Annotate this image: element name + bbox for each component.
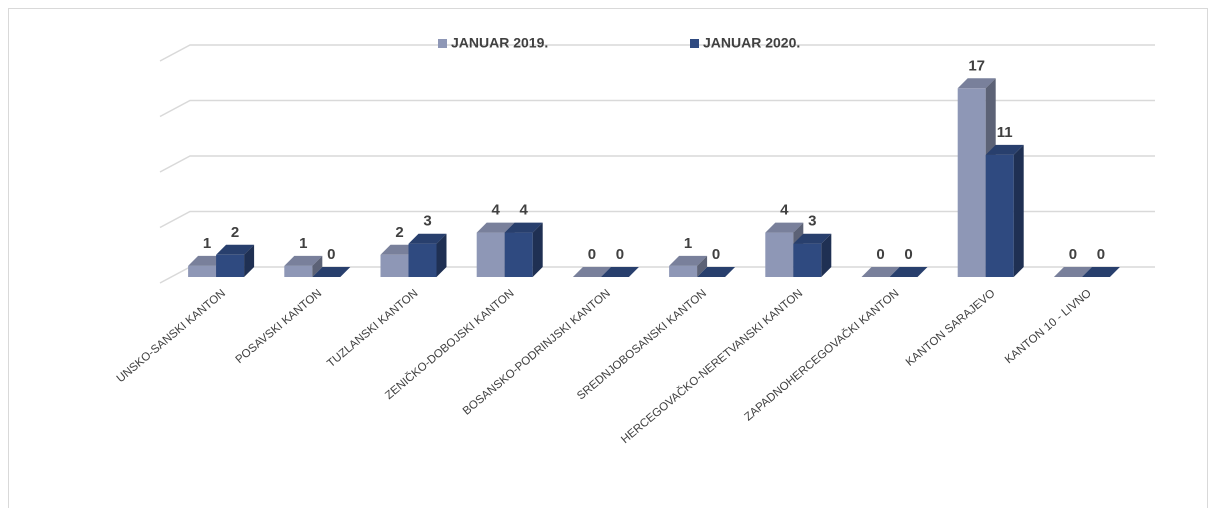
value-label: 2: [231, 224, 239, 241]
bar-top: [765, 222, 804, 233]
value-label: 0: [712, 246, 720, 263]
bar-top: [504, 222, 543, 233]
bar-top: [572, 267, 611, 277]
bar-side: [244, 244, 255, 277]
value-label: 0: [904, 246, 912, 263]
grid-line: [159, 44, 1155, 62]
bar-top: [669, 255, 708, 266]
value-label: 1: [203, 235, 211, 252]
bar-top: [985, 144, 1024, 155]
bar-top: [1081, 267, 1120, 277]
bar-top: [957, 78, 996, 89]
bar: [476, 232, 505, 277]
bar-top: [476, 222, 515, 233]
bar-top: [312, 267, 351, 277]
bar-side: [312, 255, 323, 277]
value-label: 0: [588, 246, 596, 263]
legend-label: JANUAR 2020.: [703, 35, 800, 51]
value-label: 1: [299, 235, 307, 252]
bar-top: [216, 244, 255, 255]
value-label: 3: [808, 213, 816, 230]
bar: [985, 154, 1014, 277]
bar: [793, 243, 822, 277]
bar: [504, 232, 533, 277]
legend-label: JANUAR 2019.: [451, 35, 548, 51]
bar-top: [1053, 267, 1092, 277]
bar-top: [889, 267, 928, 277]
bar-side: [821, 233, 832, 277]
bar: [408, 243, 437, 277]
bar-side: [697, 255, 708, 277]
value-label: 0: [327, 246, 335, 263]
bar: [957, 88, 986, 277]
legend-swatch: [690, 39, 699, 48]
bar: [765, 232, 794, 277]
value-label: 4: [492, 202, 501, 219]
bar: [284, 265, 313, 277]
value-label: 2: [395, 224, 403, 241]
chart-border: [8, 8, 1208, 508]
bar: [188, 265, 217, 277]
grid-line: [159, 155, 1155, 173]
bar: [669, 265, 698, 277]
grid-line: [159, 99, 1155, 118]
bar-top: [600, 267, 639, 277]
legend-swatch: [438, 39, 447, 48]
value-label: 0: [616, 246, 624, 263]
value-label: 11: [997, 124, 1013, 141]
bar-side: [1013, 144, 1024, 277]
bar: [380, 254, 409, 277]
grid-line: [159, 210, 1155, 229]
value-label: 0: [876, 246, 884, 263]
value-label: 4: [780, 202, 789, 219]
value-label: 0: [1097, 246, 1105, 263]
bar-top: [697, 267, 736, 277]
value-label: 0: [1069, 246, 1077, 263]
value-label: 3: [423, 213, 431, 230]
bar: [216, 254, 245, 277]
bar-side: [436, 233, 447, 277]
bar-top: [408, 233, 447, 244]
value-label: 4: [520, 202, 529, 219]
bar-top: [793, 233, 832, 244]
bar-side: [532, 222, 543, 277]
bar-top: [861, 267, 900, 277]
value-label: 1: [684, 235, 692, 252]
value-label: 17: [968, 57, 985, 74]
bar-top: [284, 255, 323, 266]
